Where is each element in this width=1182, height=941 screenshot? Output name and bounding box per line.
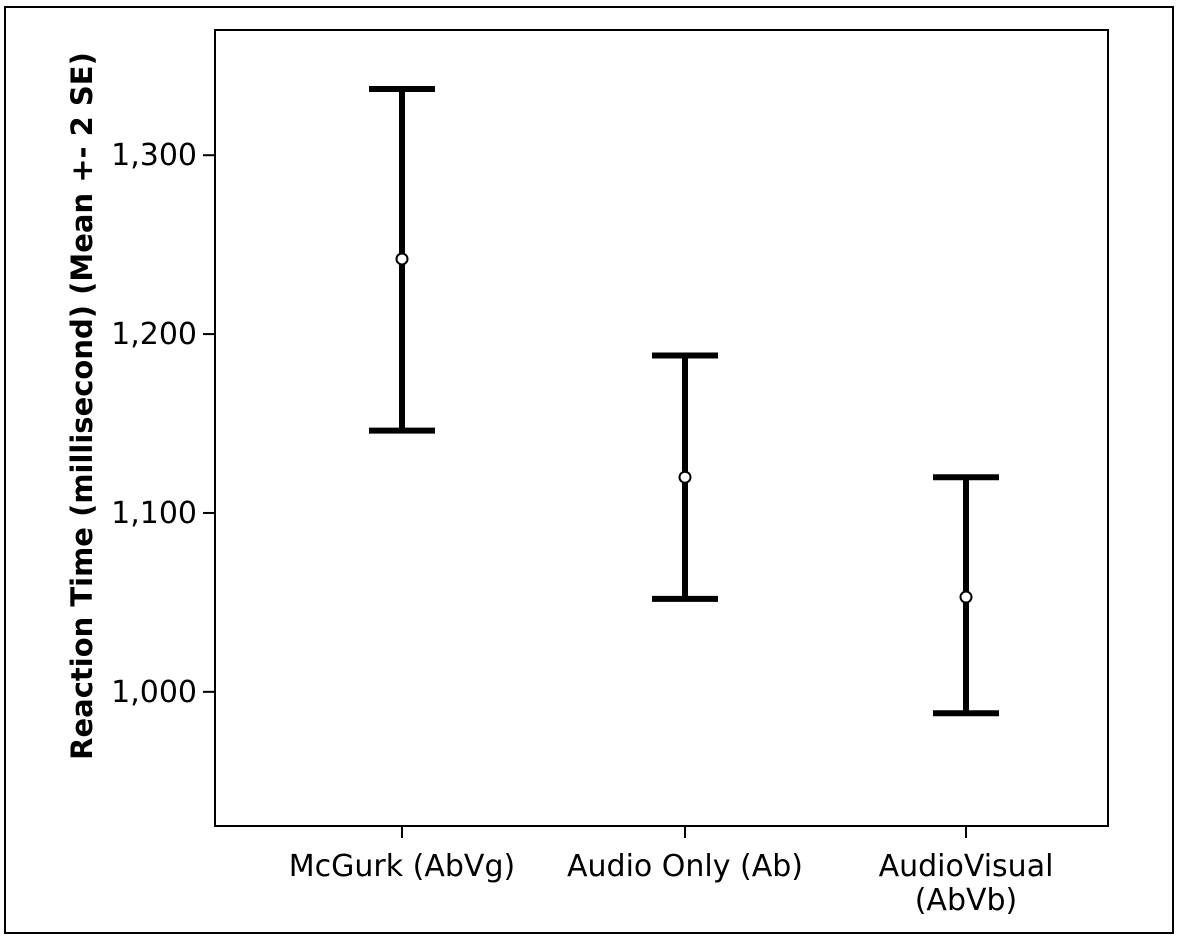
y-axis: 1,000 1,100 1,200 1,300 [111,138,215,710]
error-bars [369,86,999,717]
x-tick-label: AudioVisual [879,849,1054,884]
y-tick-label: 1,300 [111,138,197,173]
plot-area [214,29,1109,827]
mean-marker [395,252,409,266]
x-tick-label: (AbVb) [915,883,1018,918]
figure-frame [4,6,1174,934]
x-axis: McGurk (AbVg) Audio Only (Ab) AudioVisual(… [289,826,1054,918]
y-tick-label: 1,200 [111,317,197,352]
mean-marker [959,590,973,604]
x-tick-label: Audio Only (Ab) [567,849,803,884]
mean-marker [678,470,692,484]
x-tick-label: McGurk (AbVg) [289,849,515,884]
y-tick-label: 1,100 [111,496,197,531]
y-tick-label: 1,000 [111,675,197,710]
y-axis-title: Reaction Time (millisecond) (Mean +- 2 S… [65,52,99,760]
